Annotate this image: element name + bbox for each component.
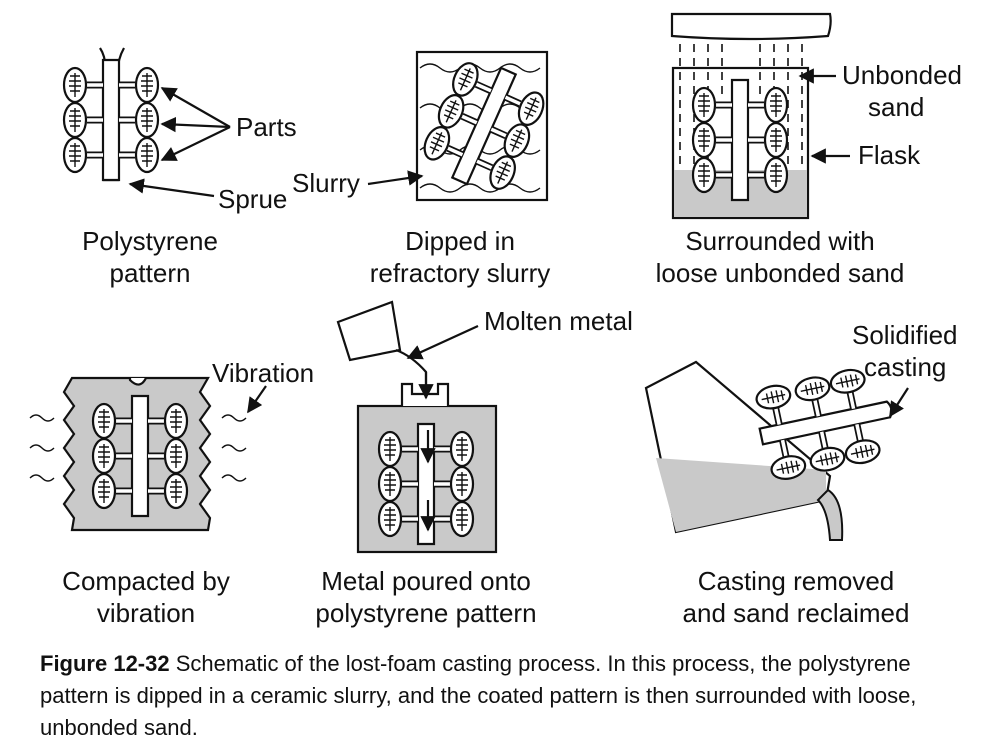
panel-4-caption-line-1: Compacted by	[62, 566, 230, 596]
figure-caption: Figure 12-32 Schematic of the lost-foam …	[40, 648, 970, 744]
ladle	[336, 300, 402, 362]
panel-surrounded-with-sand: Unbonded sand Flask Surrounded with loos…	[656, 12, 962, 288]
panel-polystyrene-pattern: Parts Sprue Polystyrene pattern	[64, 47, 297, 288]
panel-casting-removed: Solidified casting Casting removed and s…	[644, 320, 958, 628]
panel-compacted-by-vibration: Vibration Compacted by vibration	[29, 358, 314, 628]
panel-1-caption-line-2: pattern	[110, 258, 191, 288]
sprue-label: Sprue	[218, 184, 287, 214]
flask-label: Flask	[858, 140, 921, 170]
sand-hopper	[670, 12, 832, 41]
panel-2-caption-line-1: Dipped in	[405, 226, 515, 256]
panel-dipped-in-slurry: Slurry Dipped in refractory slurry	[292, 52, 551, 288]
molten-metal-label: Molten metal	[484, 306, 633, 336]
parts-arrows	[128, 87, 231, 198]
figure-caption-text: Schematic of the lost-foam casting proce…	[40, 651, 917, 740]
panel-3-caption-line-2: loose unbonded sand	[656, 258, 905, 288]
vibration-marks	[29, 414, 247, 482]
panel-metal-poured: Molten metal Metal poured onto polystyre…	[315, 300, 633, 628]
parts-label: Parts	[236, 112, 297, 142]
pattern-tree	[64, 47, 158, 180]
panel-2-caption-line-2: refractory slurry	[370, 258, 551, 288]
panel-5-caption-line-2: polystyrene pattern	[315, 598, 536, 628]
figure-number: Figure 12-32	[40, 651, 170, 676]
panel-5-caption-line-1: Metal poured onto	[321, 566, 531, 596]
metal-flow-arrows	[418, 372, 436, 532]
panel-4-caption-line-2: vibration	[97, 598, 195, 628]
panel-1-caption-line-1: Polystyrene	[82, 226, 218, 256]
sand-pouring-out	[816, 488, 844, 541]
slurry-waves	[419, 63, 541, 193]
solidified-label-line-1: Solidified	[852, 320, 958, 350]
flask	[671, 66, 810, 220]
panel-3-caption-line-1: Surrounded with	[685, 226, 874, 256]
panel-6-caption-line-2: and sand reclaimed	[683, 598, 910, 628]
lost-foam-diagram: Parts Sprue Polystyrene pattern Slurry D…	[29, 12, 962, 628]
panel-6-caption-line-1: Casting removed	[698, 566, 895, 596]
unbonded-label-line-2: sand	[868, 92, 924, 122]
slurry-label: Slurry	[292, 168, 360, 198]
solidified-label-line-2: casting	[864, 352, 946, 382]
vibration-label: Vibration	[212, 358, 314, 388]
unbonded-label-line-1: Unbonded	[842, 60, 962, 90]
